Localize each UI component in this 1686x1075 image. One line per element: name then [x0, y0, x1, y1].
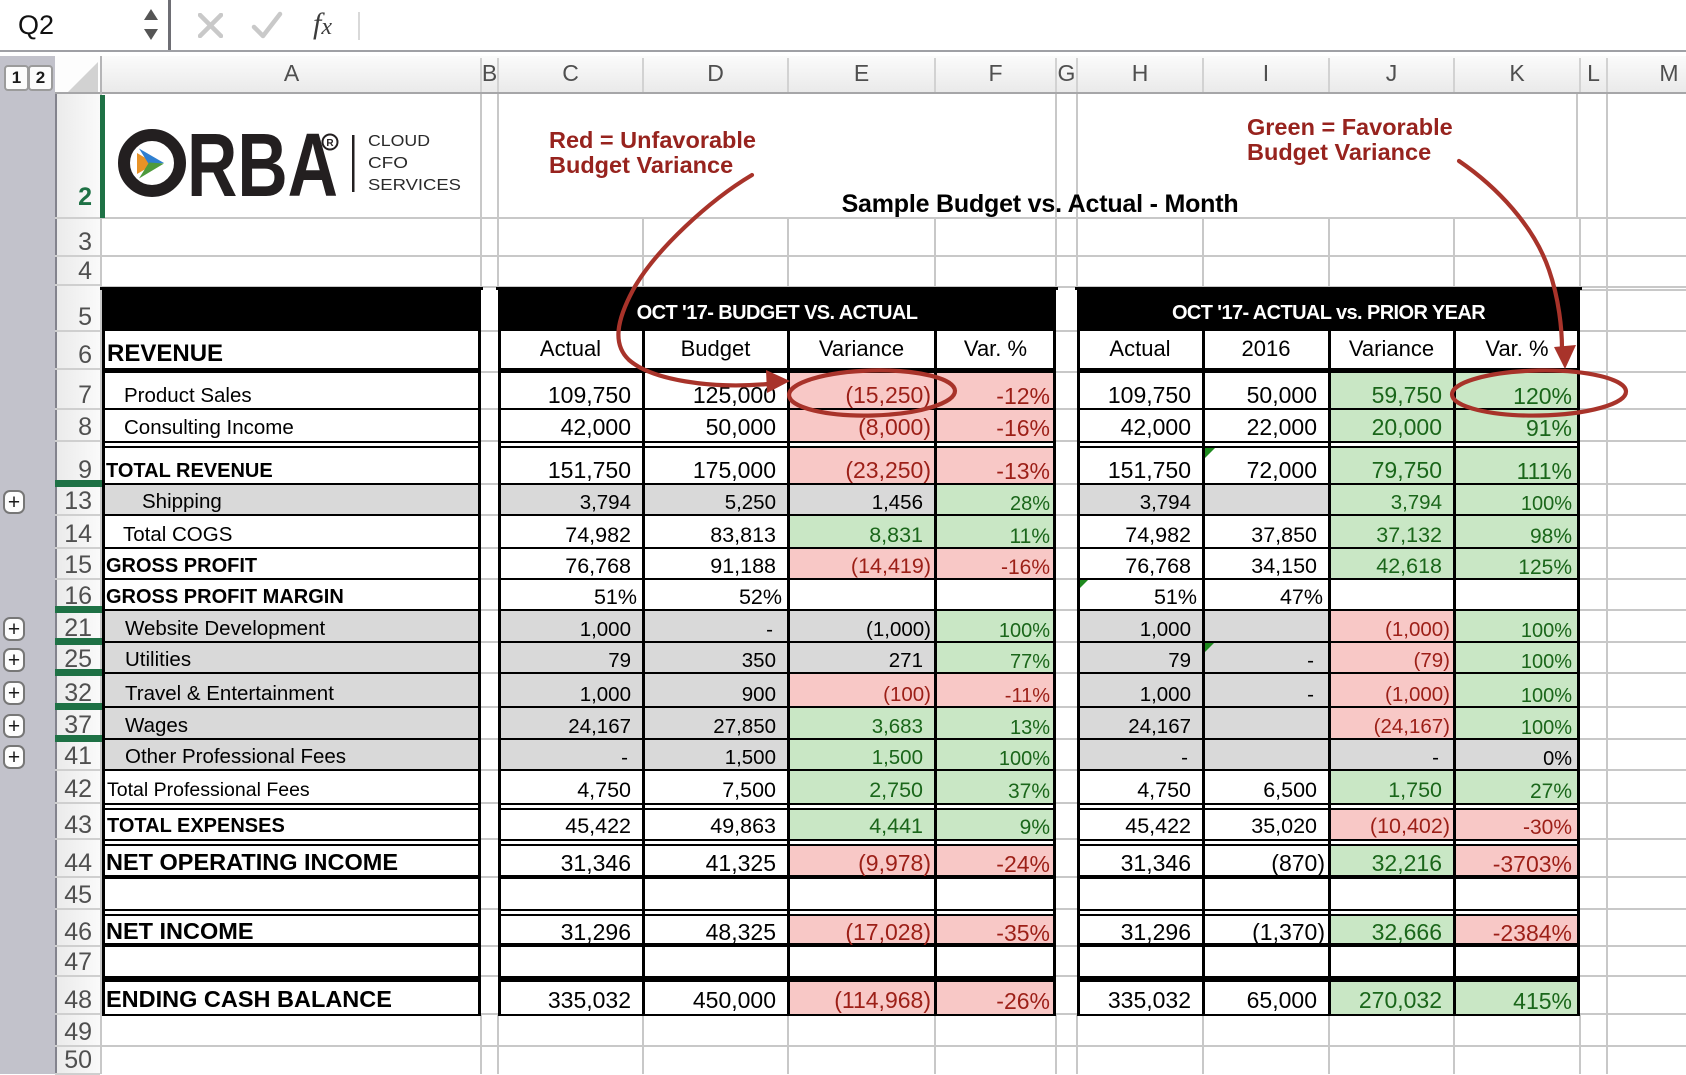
svg-text:RBA: RBA — [187, 120, 338, 210]
svg-text:R: R — [326, 138, 334, 149]
svg-text:CFO: CFO — [368, 155, 408, 172]
svg-text:SERVICES: SERVICES — [368, 177, 461, 194]
svg-text:CLOUD: CLOUD — [368, 133, 430, 150]
